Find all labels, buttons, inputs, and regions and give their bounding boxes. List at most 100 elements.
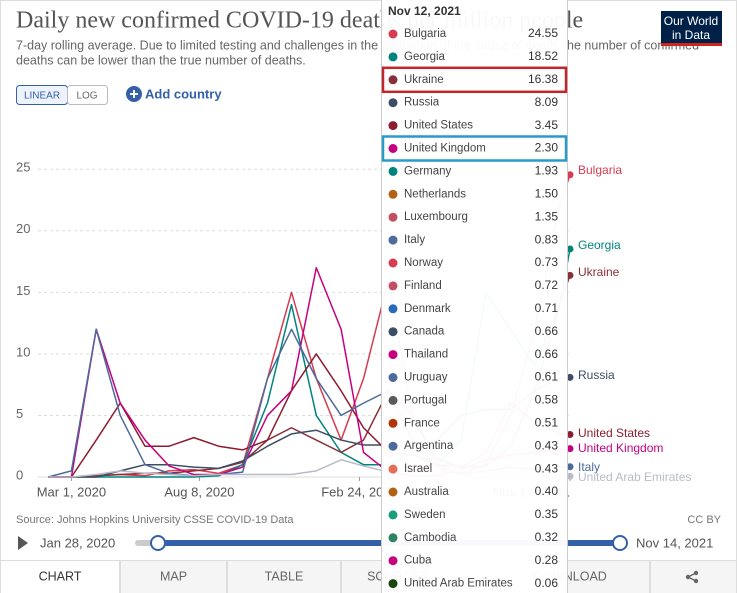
tooltip-value: 2.30 (535, 141, 559, 155)
tooltip-dot (388, 441, 398, 451)
tooltip-value: 3.45 (535, 118, 559, 132)
tooltip-name: Portugal (404, 394, 447, 406)
tooltip-value: 0.58 (535, 393, 559, 407)
highlight-box (381, 135, 568, 162)
series-end-dot (566, 431, 574, 439)
series-end-label: United Kingdom (578, 441, 663, 455)
y-tick-label: 10 (16, 344, 30, 359)
tooltip-name: Norway (404, 257, 443, 269)
subtitle-line: 7-day rolling average. Due to limited te… (16, 38, 699, 52)
series-end-dot (566, 373, 574, 381)
tooltip-dot (388, 144, 398, 153)
tooltip-value: 0.06 (535, 576, 559, 590)
tooltip-name: Finland (404, 280, 442, 292)
tooltip-value: 0.73 (535, 255, 559, 269)
tooltip-dot (388, 121, 398, 131)
tooltip-name: Israel (404, 463, 432, 475)
series-end-label: United Arab Emirates (578, 470, 691, 484)
tab[interactable] (120, 560, 227, 593)
tooltip-value: 0.61 (535, 370, 559, 384)
add-icon-plus (130, 90, 138, 98)
series-end-label: Russia (578, 368, 615, 382)
tooltip: Nov 12, 2021 Bulgaria 24.55 Georgia 18.52 Ukr… (381, 0, 568, 593)
tab[interactable] (0, 560, 120, 593)
play-button[interactable] (18, 536, 28, 550)
tooltip-name: United Arab Emirates (404, 578, 513, 590)
tooltip-dot (388, 98, 398, 108)
tooltip-dot (388, 556, 398, 566)
timeline-start: Jan 28, 2020 (40, 535, 115, 550)
series-end-label: Georgia (578, 238, 621, 252)
y-tick-label: 0 (16, 467, 23, 482)
tooltip-dot (388, 510, 398, 520)
tooltip-value: 0.72 (535, 278, 559, 292)
tooltip-dot (388, 235, 398, 245)
tooltip-dot (388, 258, 398, 268)
tooltip-value: 1.50 (535, 186, 559, 200)
x-tick-label: Feb 24, 2021 (321, 484, 398, 499)
tooltip-date: Nov 12, 2021 (388, 4, 461, 18)
logo-box[interactable] (661, 11, 722, 46)
series-end-dot (566, 445, 574, 453)
tooltip-box (381, 0, 568, 593)
series-end-label: Bulgaria (578, 163, 622, 177)
tooltip-dot (388, 373, 398, 382)
tooltip-value: 0.66 (535, 324, 559, 338)
logo-text: in Data (672, 28, 710, 42)
tooltip-value: 18.52 (528, 49, 558, 63)
tooltip-name: United States (404, 120, 473, 132)
tooltip-dot (388, 464, 398, 474)
y-tick-label: 5 (16, 406, 23, 421)
tooltip-value: 1.35 (535, 209, 559, 223)
tooltip-value: 0.32 (535, 530, 559, 544)
share-icon-dot (693, 578, 699, 584)
y-tick-label: 20 (16, 221, 30, 236)
tooltip-value: 24.55 (528, 26, 558, 40)
tab[interactable] (650, 560, 737, 593)
tooltip-dot (388, 327, 398, 337)
tooltip-name: Uruguay (404, 372, 448, 384)
tooltip-dot (388, 533, 398, 543)
log-label: LOG (76, 91, 97, 102)
tooltip-name: Australia (404, 486, 449, 498)
tab-label: TABLE (265, 569, 304, 583)
tooltip-value: 0.71 (535, 301, 559, 315)
series-end-dot (566, 472, 574, 480)
tooltip-name: Ukraine (404, 74, 444, 86)
tooltip-dot (388, 75, 398, 85)
subtitle-line: deaths can be lower than the true number… (16, 53, 306, 67)
tooltip-dot (388, 579, 398, 589)
tooltip-name: United Kingdom (404, 143, 486, 155)
share-icon-dot (685, 574, 691, 580)
plot: 0 5 10 15 20 25 Mar 1, 2020 Aug 8, 2020 Feb 24, … (16, 160, 691, 500)
tooltip-dot (388, 487, 398, 497)
tooltip-name: France (404, 417, 440, 429)
series-end-dot (566, 271, 574, 279)
tooltip-value: 0.40 (535, 484, 559, 498)
tooltip-name: Bulgaria (404, 28, 447, 40)
tooltip-name: Cuba (404, 555, 432, 567)
tooltip-value: 0.43 (535, 461, 559, 475)
tooltip-dot (388, 166, 398, 176)
series-end-dot (566, 171, 574, 179)
y-tick-label: 15 (16, 283, 30, 298)
tab[interactable] (227, 560, 341, 593)
tooltip-name: Canada (404, 326, 445, 338)
tooltip-name: Thailand (404, 349, 448, 361)
tooltip-dot (388, 395, 398, 405)
tooltip-value: 0.83 (535, 232, 559, 246)
timeline-handle[interactable] (150, 535, 166, 551)
tabs: CHARTMAPTABLESOURCESDOWNLOAD (0, 560, 737, 593)
tooltip-dot (388, 52, 398, 62)
source: Source: Johns Hopkins University CSSE CO… (16, 514, 294, 526)
series-end-dot (566, 463, 574, 471)
logo-text: Our World (664, 14, 718, 28)
license: CC BY (687, 514, 721, 526)
series-end-label: United States (578, 426, 650, 440)
timeline-handle[interactable] (612, 535, 628, 551)
log-button[interactable] (67, 85, 108, 105)
add-country[interactable]: Add country (145, 86, 222, 101)
tab-label: CHART (39, 569, 82, 583)
